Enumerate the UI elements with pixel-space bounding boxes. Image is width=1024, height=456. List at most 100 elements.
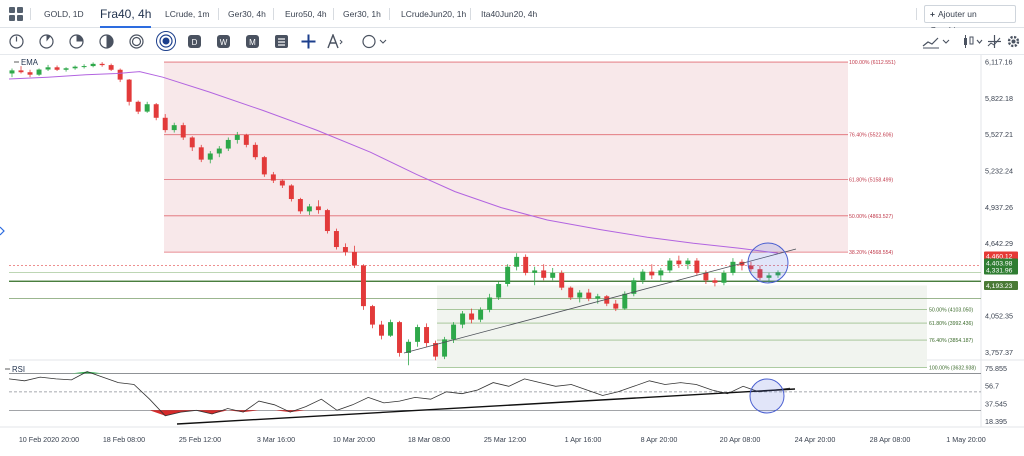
chart-toolbar: D W M bbox=[0, 28, 1024, 55]
clock-15m-icon[interactable] bbox=[68, 33, 85, 50]
price-tag bbox=[984, 258, 1018, 268]
candle-body bbox=[415, 327, 421, 342]
fib-lower-label: 50.00% (4103.050) bbox=[929, 307, 973, 313]
svg-text:M: M bbox=[249, 38, 256, 47]
candle-body bbox=[550, 272, 556, 278]
grid-menu-icon[interactable] bbox=[9, 7, 23, 21]
clock-4h-icon[interactable] bbox=[156, 31, 176, 51]
tab-euro50[interactable]: Euro50, 4h bbox=[285, 9, 327, 19]
candle-body bbox=[144, 104, 150, 112]
candle-body bbox=[667, 260, 673, 271]
candle-body bbox=[685, 260, 691, 265]
candle-body bbox=[108, 65, 114, 70]
shape-tool-icon[interactable] bbox=[362, 33, 388, 50]
price-tag-label: 4,331.96 bbox=[986, 268, 1013, 275]
drawing-tool-icon[interactable] bbox=[326, 33, 343, 50]
candle-body bbox=[225, 139, 231, 149]
price-tag bbox=[984, 265, 1018, 275]
time-tick-label: 18 Feb 08:00 bbox=[103, 435, 145, 444]
tab-ger30-1h[interactable]: Ger30, 1h bbox=[343, 9, 381, 19]
time-tick-label: 24 Apr 20:00 bbox=[795, 435, 836, 444]
candles-icon[interactable] bbox=[962, 33, 984, 50]
candle-body bbox=[406, 341, 411, 353]
settings-icon[interactable] bbox=[1005, 33, 1022, 50]
candle-body bbox=[757, 269, 763, 278]
rsi-highlight-circle bbox=[749, 378, 785, 414]
time-tick-label: 25 Feb 12:00 bbox=[179, 435, 221, 444]
candle-body bbox=[766, 275, 772, 278]
tab-ger30-4h[interactable]: Ger30, 4h bbox=[228, 9, 266, 19]
daily-icon[interactable]: D bbox=[186, 33, 203, 50]
price-chart[interactable]: 100.00% (6112.551) 76.40% (5522.606) 61.80… bbox=[0, 55, 1024, 456]
clock-5m-icon[interactable] bbox=[38, 33, 55, 50]
candle-body bbox=[613, 303, 619, 309]
clock-1h-icon[interactable] bbox=[128, 33, 145, 50]
candle-body bbox=[99, 63, 105, 66]
candle-body bbox=[397, 322, 402, 353]
candle-body bbox=[451, 324, 457, 340]
candle-body bbox=[478, 309, 484, 320]
candle-body bbox=[496, 283, 502, 298]
candle-body bbox=[324, 210, 330, 232]
candle-body bbox=[541, 270, 547, 278]
candle-body bbox=[424, 327, 430, 344]
candle-body bbox=[342, 247, 348, 252]
svg-text:D: D bbox=[192, 38, 198, 47]
crosshair-icon[interactable] bbox=[300, 33, 317, 50]
candle-body bbox=[730, 261, 736, 273]
candle-body bbox=[207, 153, 213, 160]
indicators-icon[interactable] bbox=[986, 33, 1003, 50]
candle-body bbox=[27, 72, 33, 75]
rsi-tick-label: 18.395 bbox=[985, 417, 1007, 426]
monthly-icon[interactable]: M bbox=[244, 33, 261, 50]
candle-body bbox=[135, 101, 141, 112]
fib-upper-label: 76.40% (5522.606) bbox=[849, 133, 893, 139]
weekly-icon[interactable]: W bbox=[215, 33, 232, 50]
candle-body bbox=[45, 67, 51, 70]
candle-body bbox=[288, 185, 294, 200]
tab-ita40[interactable]: Ita40Jun20, 4h bbox=[481, 9, 538, 19]
clock-30m-icon[interactable] bbox=[98, 33, 115, 50]
candle-body bbox=[252, 144, 258, 158]
collapse-chevron-icon bbox=[0, 226, 5, 236]
candle-body bbox=[721, 272, 727, 283]
tab-gold[interactable]: GOLD, 1D bbox=[44, 9, 84, 19]
bar-interval-icon[interactable] bbox=[273, 33, 290, 50]
candle-body bbox=[63, 68, 69, 70]
time-tick-label: 25 Mar 12:00 bbox=[484, 435, 526, 444]
candle-body bbox=[775, 272, 781, 276]
candle-body bbox=[388, 322, 393, 336]
candle-body bbox=[306, 206, 312, 212]
candle-body bbox=[279, 180, 285, 186]
candle-body bbox=[559, 272, 565, 288]
candle-body bbox=[505, 266, 511, 284]
candle-body bbox=[442, 339, 448, 357]
fib-lower-label: 100.00% (3632.938) bbox=[929, 365, 976, 371]
rsi-tick-label: 75.855 bbox=[985, 364, 1007, 373]
clock-1m-icon[interactable] bbox=[8, 33, 25, 50]
candle-body bbox=[333, 231, 339, 248]
trend-line bbox=[403, 248, 797, 354]
candle-body bbox=[379, 324, 384, 336]
chart-type-icon[interactable] bbox=[922, 33, 950, 50]
price-tick-label: 5,527.21 bbox=[985, 130, 1013, 139]
price-tick-label: 5,822.18 bbox=[985, 94, 1013, 103]
tab-bar: GOLD, 1D Fra40, 4h LCrude, 1m Ger30, 4h … bbox=[0, 0, 1024, 35]
add-chart-button[interactable]: +Ajouter un Graphique bbox=[924, 5, 1016, 35]
tab-lcrude[interactable]: LCrude, 1m bbox=[165, 9, 210, 19]
tab-fra40[interactable]: Fra40, 4h bbox=[100, 0, 152, 28]
candle-body bbox=[640, 271, 646, 281]
candle-body bbox=[315, 206, 321, 211]
candle-body bbox=[270, 174, 276, 181]
tab-separator bbox=[470, 8, 471, 20]
candle-body bbox=[90, 63, 96, 67]
rsi-trend-line bbox=[176, 388, 796, 425]
tab-lcrude-jun20[interactable]: LCrudeJun20, 1h bbox=[401, 9, 467, 19]
price-tick-label: 6,117.16 bbox=[985, 58, 1012, 67]
candle-body bbox=[162, 117, 168, 131]
fib-lower-label: 76.40% (3854.187) bbox=[929, 338, 973, 344]
candle-body bbox=[18, 70, 24, 73]
tab-separator bbox=[333, 8, 334, 20]
candle-body bbox=[586, 292, 592, 299]
candle-body bbox=[469, 313, 475, 320]
